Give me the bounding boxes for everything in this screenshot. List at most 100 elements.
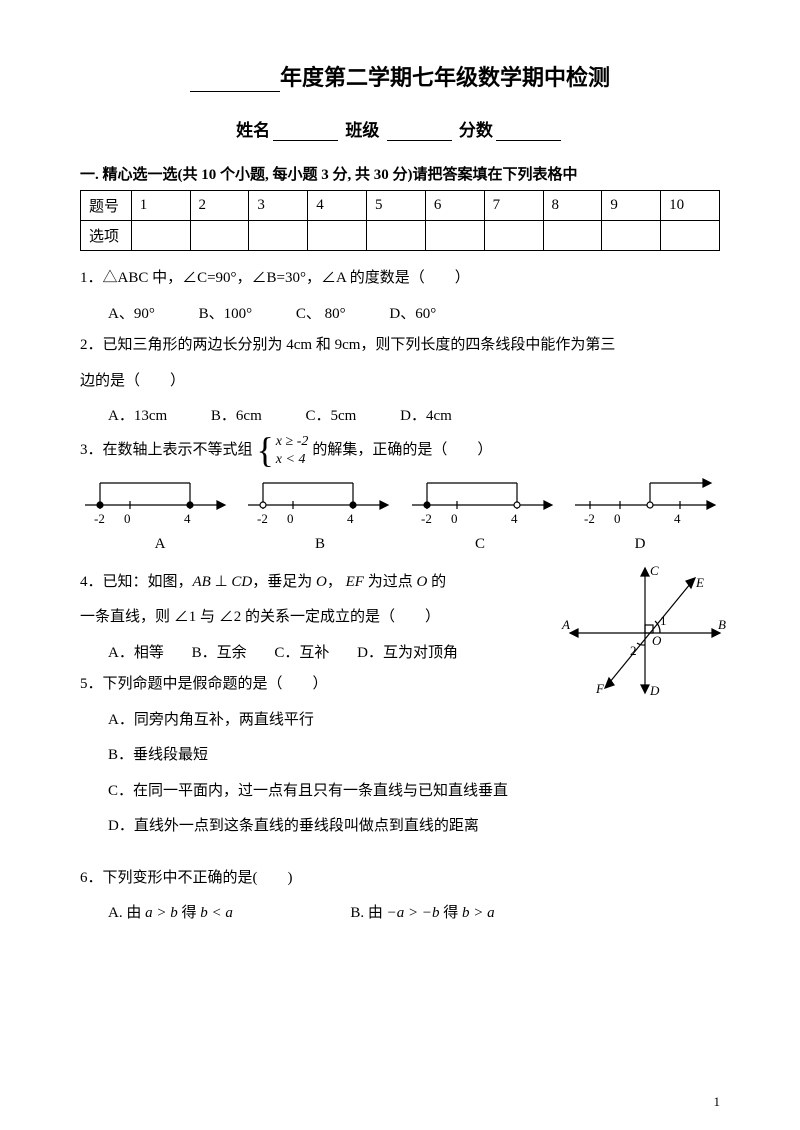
number-line-A: -204 [80,477,230,532]
label-F: F [595,681,605,696]
section1-header: 一. 精心选一选(共 10 个小题, 每小题 3 分, 共 30 分)请把答案填… [80,163,720,184]
svg-text:0: 0 [614,511,621,526]
label-A: A [561,617,570,632]
row-label: 选项 [81,221,132,251]
q1-optD: D、60° [389,299,436,331]
q4-o2: O [416,574,427,590]
title-blank [190,91,280,92]
q2-optC: C．5cm [306,401,357,433]
answer-cell [425,221,484,251]
number-line-B: -2 0 4 [243,477,393,532]
title-text: 年度第二学期七年级数学期中检测 [280,65,610,90]
q4-line1: 4．已知：如图，AB ⊥ CD，垂足为 O， EF 为过点 O 的 [80,567,510,599]
q2-text2: 边的是（ ） [80,366,720,398]
nl-label-C: C [405,536,555,553]
answer-cell [543,221,602,251]
label-B: B [718,617,726,632]
label-E: E [695,575,704,590]
q6a-m2: 得 [178,905,201,921]
q6-options: A. 由 a > b 得 b < a B. 由 −a > −b 得 b > a [80,898,720,930]
svg-text:4: 4 [184,511,191,526]
q4-options: A．相等 B．互余 C．互补 D．互为对顶角 [80,638,510,670]
q4-diagram: A B C D E F O 1 2 [560,563,730,703]
q4-t: ⊥ [211,574,232,590]
label-O: O [652,633,662,648]
q6a-m1: a > b [145,905,178,921]
col-header: 8 [543,191,602,221]
q4-line2: 一条直线，则 ∠1 与 ∠2 的关系一定成立的是（ ） [80,602,510,634]
svg-text:4: 4 [511,511,518,526]
class-label: 班级 [345,121,379,140]
label-ang1: 1 [660,613,667,628]
q4-optD: D．互为对顶角 [357,638,458,670]
q2-optB: B．6cm [211,401,262,433]
table-row: 选项 [81,221,720,251]
q1-optB: B、100° [199,299,253,331]
answer-cell [661,221,720,251]
svg-text:-2: -2 [584,511,595,526]
q5-optA: A．同旁内角互补，两直线平行 [80,705,720,737]
svg-text:-2: -2 [257,511,268,526]
col-header: 10 [661,191,720,221]
q2-optD: D．4cm [400,401,452,433]
q2-optA: A．13cm [108,401,167,433]
name-label: 姓名 [236,121,270,140]
score-label: 分数 [459,121,493,140]
label-C: C [650,563,659,578]
q4-t: ，垂足为 [252,574,316,590]
answer-cell [131,221,190,251]
brace-icon: { [257,436,274,465]
q4-o: O [316,574,327,590]
main-title: 年度第二学期七年级数学期中检测 [80,60,720,92]
col-header: 2 [190,191,249,221]
q1-options: A、90° B、100° C、 80° D、60° [80,299,720,331]
q4-t: 的 [427,574,446,590]
answer-cell [190,221,249,251]
q6b-m3: b > a [462,905,495,921]
q6b-m1: −a > −b [387,905,440,921]
q3-text: 3．在数轴上表示不等式组 { x ≥ -2 x < 4 的解集，正确的是（ ） [80,433,720,469]
q5-optD: D．直线外一点到这条直线的垂线段叫做点到直线的距离 [80,811,720,843]
col-header: 5 [367,191,426,221]
svg-text:0: 0 [451,511,458,526]
q4-t: 4．已知：如图， [80,574,193,590]
answer-cell [484,221,543,251]
name-blank [273,140,338,141]
inequality-system: { x ≥ -2 x < 4 [257,433,309,469]
answer-cell [367,221,426,251]
col-header: 9 [602,191,661,221]
q4-t: 为过点 [364,574,417,590]
q4-cd: CD [231,574,252,590]
q3-suffix: 的解集，正确的是（ ） [312,435,492,467]
row-label: 题号 [81,191,132,221]
svg-text:4: 4 [347,511,354,526]
col-header: 1 [131,191,190,221]
q4-t: ， [327,574,346,590]
svg-text:0: 0 [287,511,294,526]
col-header: 3 [249,191,308,221]
svg-text:4: 4 [674,511,681,526]
ineq1: x ≥ -2 [276,433,309,451]
score-blank [496,140,561,141]
q1-optA: A、90° [108,299,155,331]
answer-cell [308,221,367,251]
q1-text: 1．△ABC 中，∠C=90°，∠B=30°，∠A 的度数是（ ） [80,263,720,295]
q4-optB: B．互余 [192,638,247,670]
q6b-pre: B. 由 [350,905,386,921]
number-line-C: -204 [407,477,557,532]
q3-prefix: 3．在数轴上表示不等式组 [80,435,253,467]
nl-label-D: D [565,536,715,553]
q6a-pre: A. 由 [108,905,145,921]
q6-text: 6．下列变形中不正确的是( ) [80,863,720,895]
class-blank [387,140,452,141]
number-line-labels: A B C D [80,536,720,553]
label-ang2: 2 [630,643,637,658]
q4-ab: AB [193,574,211,590]
ineq2: x < 4 [276,451,309,469]
col-header: 6 [425,191,484,221]
col-header: 7 [484,191,543,221]
answer-table: 题号 1 2 3 4 5 6 7 8 9 10 选项 [80,190,720,251]
nl-label-B: B [245,536,395,553]
q6b-m2: 得 [440,905,463,921]
answer-cell [602,221,661,251]
